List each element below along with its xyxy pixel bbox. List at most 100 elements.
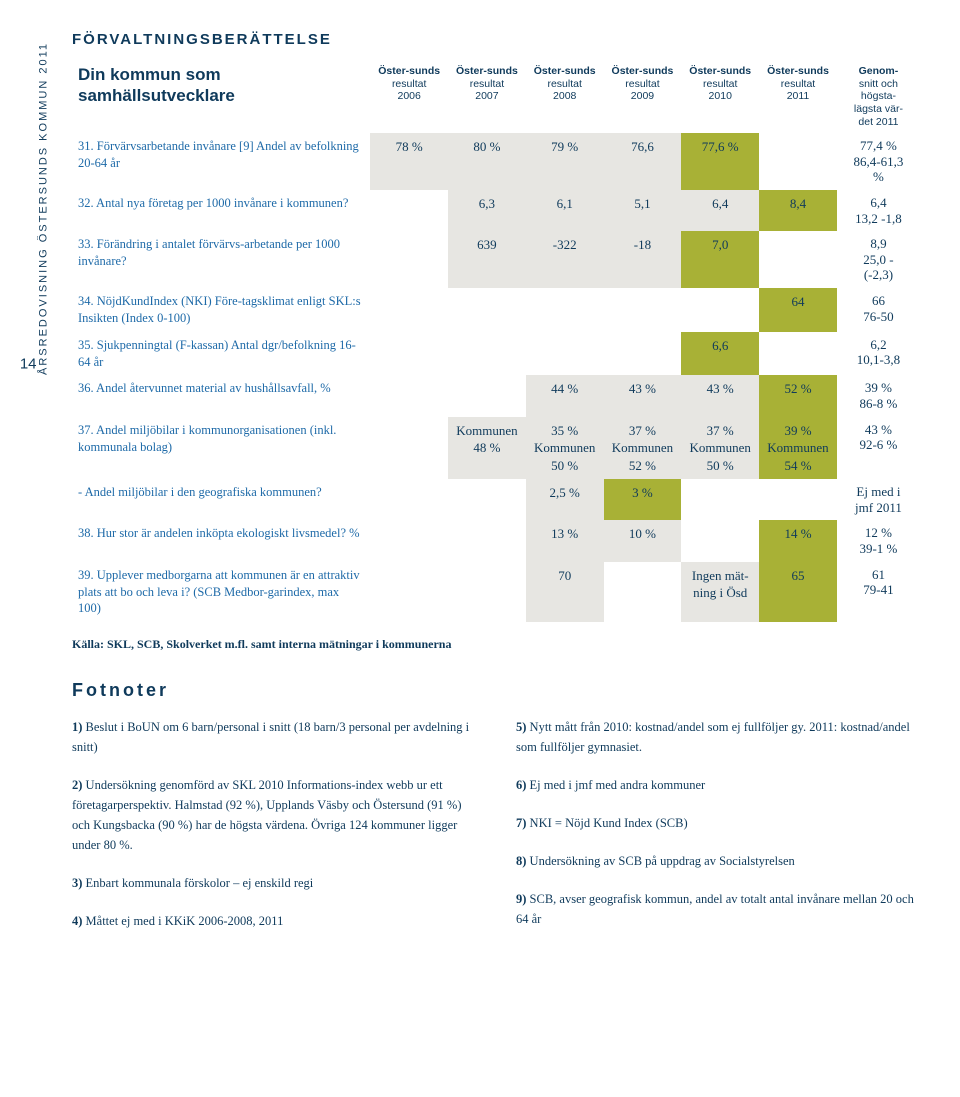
row-label: - Andel miljöbilar i den geografiska kom… xyxy=(72,479,370,520)
table-cell xyxy=(759,332,837,376)
row-label: 31. Förvärvsarbetande invånare [9] Andel… xyxy=(72,133,370,190)
table-cell xyxy=(759,133,837,190)
table-row: 31. Förvärvsarbetande invånare [9] Andel… xyxy=(72,133,920,190)
table-cell xyxy=(370,231,448,288)
col-header-2009: Öster-sundsresultat2009 xyxy=(604,60,682,133)
footnote: 9) SCB, avser geografisk kommun, andel a… xyxy=(516,889,920,929)
table-cell: Ingen mät-ning i Ösd xyxy=(681,562,759,623)
table-cell: 44 % xyxy=(526,375,604,416)
table-cell: 52 % xyxy=(759,375,837,416)
footnotes-right: 5) Nytt mått från 2010: kostnad/andel so… xyxy=(516,717,920,949)
summary-cell: 6,210,1-3,8 xyxy=(837,332,920,376)
table-cell xyxy=(526,332,604,376)
summary-cell: 8,925,0 -(-2,3) xyxy=(837,231,920,288)
table-cell xyxy=(448,332,526,376)
table-cell: 76,6 xyxy=(604,133,682,190)
summary-cell: 6179-41 xyxy=(837,562,920,623)
table-cell: 43 % xyxy=(604,375,682,416)
row-label: 39. Upplever medborgarna att kommunen är… xyxy=(72,562,370,623)
summary-cell: 43 %92-6 % xyxy=(837,417,920,480)
summary-cell: Ej med ijmf 2011 xyxy=(837,479,920,520)
row-label: 32. Antal nya företag per 1000 invånare … xyxy=(72,190,370,231)
footnotes-columns: 1) Beslut i BoUN om 6 barn/personal i sn… xyxy=(72,717,920,949)
table-cell xyxy=(526,288,604,332)
table-cell: 37 % Kommunen 52 % xyxy=(604,417,682,480)
footnote: 8) Undersökning av SCB på uppdrag av Soc… xyxy=(516,851,920,871)
table-cell xyxy=(681,520,759,561)
col-header-2011: Öster-sundsresultat2011 xyxy=(759,60,837,133)
table-cell: 78 % xyxy=(370,133,448,190)
table-cell: 39 % Kommunen 54 % xyxy=(759,417,837,480)
table-cell xyxy=(604,562,682,623)
table-cell xyxy=(448,479,526,520)
table-cell: 10 % xyxy=(604,520,682,561)
summary-cell: 6676-50 xyxy=(837,288,920,332)
table-cell xyxy=(448,288,526,332)
table-row: 36. Andel återvunnet material av hushåll… xyxy=(72,375,920,416)
table-cell xyxy=(448,375,526,416)
table-cell xyxy=(370,332,448,376)
footnote: 4) Måttet ej med i KKiK 2006-2008, 2011 xyxy=(72,911,476,931)
summary-cell: 6,413,2 -1,8 xyxy=(837,190,920,231)
col-header-2006: Öster-sundsresultat2006 xyxy=(370,60,448,133)
spine-label: 14 ÅRSREDOVISNING ÖSTERSUNDS KOMMUN 2011 xyxy=(20,42,52,375)
table-cell: 37 % Kommunen 50 % xyxy=(681,417,759,480)
footnote: 7) NKI = Nöjd Kund Index (SCB) xyxy=(516,813,920,833)
table-row: - Andel miljöbilar i den geografiska kom… xyxy=(72,479,920,520)
summary-cell: 12 %39-1 % xyxy=(837,520,920,561)
table-cell xyxy=(370,562,448,623)
table-cell: -322 xyxy=(526,231,604,288)
table-cell: 35 %Kommunen 50 % xyxy=(526,417,604,480)
section-heading: FÖRVALTNINGSBERÄTTELSE xyxy=(72,30,920,50)
table-row: 37. Andel miljöbilar i kommunorganisatio… xyxy=(72,417,920,480)
table-cell: 7,0 xyxy=(681,231,759,288)
table-cell: 6,3 xyxy=(448,190,526,231)
table-row: 38. Hur stor är andelen inköpta ekologis… xyxy=(72,520,920,561)
footnote: 5) Nytt mått från 2010: kostnad/andel so… xyxy=(516,717,920,757)
table-cell: 70 xyxy=(526,562,604,623)
table-cell: 77,6 % xyxy=(681,133,759,190)
table-cell: 8,4 xyxy=(759,190,837,231)
table-cell xyxy=(681,479,759,520)
col-header-2007: Öster-sundsresultat2007 xyxy=(448,60,526,133)
table-title: Din kommun som samhällsutvecklare xyxy=(72,60,370,133)
col-header-2008: Öster-sundsresultat2008 xyxy=(526,60,604,133)
row-label: 36. Andel återvunnet material av hushåll… xyxy=(72,375,370,416)
col-header-genom: Genom- snitt och högsta- lägsta vär- det… xyxy=(837,60,920,133)
table-cell: 14 % xyxy=(759,520,837,561)
table-cell: Kommunen 48 % xyxy=(448,417,526,480)
table-cell: 80 % xyxy=(448,133,526,190)
row-label: 34. NöjdKundIndex (NKI) Före-tagsklimat … xyxy=(72,288,370,332)
table-cell xyxy=(370,479,448,520)
footnote: 6) Ej med i jmf med andra kommuner xyxy=(516,775,920,795)
table-row: 34. NöjdKundIndex (NKI) Före-tagsklimat … xyxy=(72,288,920,332)
row-label: 33. Förändring i antalet förvärvs-arbeta… xyxy=(72,231,370,288)
table-cell: 6,1 xyxy=(526,190,604,231)
table-cell xyxy=(370,375,448,416)
table-cell xyxy=(370,520,448,561)
footnote: 2) Undersökning genomförd av SKL 2010 In… xyxy=(72,775,476,855)
table-cell: 639 xyxy=(448,231,526,288)
table-cell: -18 xyxy=(604,231,682,288)
table-row: 32. Antal nya företag per 1000 invånare … xyxy=(72,190,920,231)
table-cell xyxy=(370,417,448,480)
table-row: 33. Förändring i antalet förvärvs-arbeta… xyxy=(72,231,920,288)
table-cell xyxy=(681,288,759,332)
summary-cell: 39 %86-8 % xyxy=(837,375,920,416)
table-cell xyxy=(370,190,448,231)
table-cell: 6,4 xyxy=(681,190,759,231)
table-cell xyxy=(370,288,448,332)
col-header-2010: Öster-sundsresultat2010 xyxy=(681,60,759,133)
table-cell xyxy=(759,479,837,520)
spine-text: ÅRSREDOVISNING ÖSTERSUNDS KOMMUN 2011 xyxy=(38,42,50,375)
table-cell: 3 % xyxy=(604,479,682,520)
footnotes-left: 1) Beslut i BoUN om 6 barn/personal i sn… xyxy=(72,717,476,949)
table-cell: 64 xyxy=(759,288,837,332)
table-cell: 13 % xyxy=(526,520,604,561)
footnote: 3) Enbart kommunala förskolor – ej enski… xyxy=(72,873,476,893)
footnote: 1) Beslut i BoUN om 6 barn/personal i sn… xyxy=(72,717,476,757)
footnotes-heading: Fotnoter xyxy=(72,678,920,702)
table-cell: 79 % xyxy=(526,133,604,190)
table-cell xyxy=(759,231,837,288)
table-cell xyxy=(448,520,526,561)
